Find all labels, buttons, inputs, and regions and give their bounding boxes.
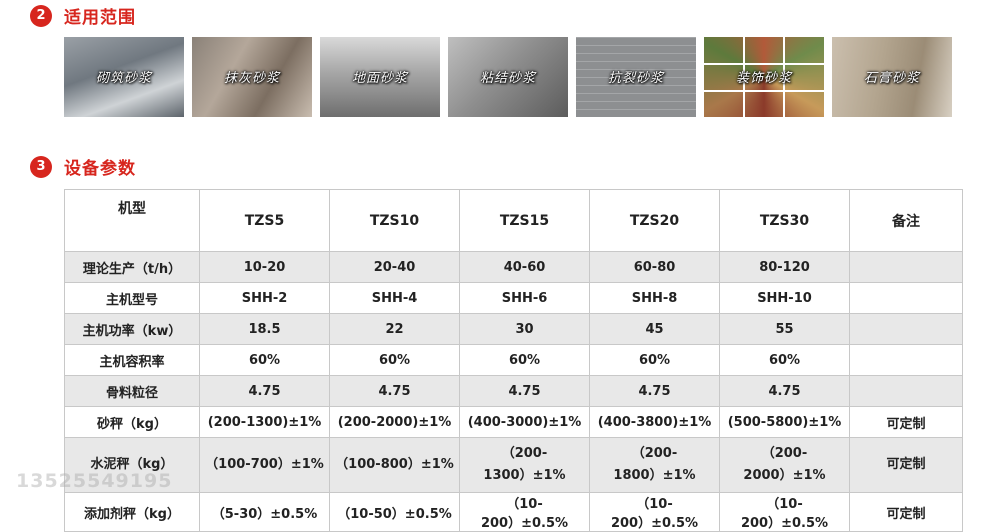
table-cell: SHH-10 — [719, 282, 850, 314]
table-cell: (400-3000)±1% — [459, 406, 590, 438]
table-cell: 主机型号 — [64, 282, 200, 314]
equipment-parameters-table: 机型 TZS5 TZS10 TZS15 TZS20 TZS30 备注 理论生产（… — [64, 189, 963, 532]
gallery-caption: 粘结砂浆 — [479, 71, 536, 86]
table-cell: （200- 1300）±1% — [459, 437, 590, 493]
table-cell: （200- 1800）±1% — [589, 437, 720, 493]
table-cell: 骨料粒径 — [64, 375, 200, 407]
table-cell: SHH-4 — [329, 282, 460, 314]
table-cell: （10-50）±0.5% — [329, 492, 460, 532]
table-cell: （200- 2000）±1% — [719, 437, 850, 493]
table-row: 理论生产（t/h） 10-20 20-40 40-60 60-80 80-120 — [64, 251, 963, 283]
table-cell: 60% — [589, 344, 720, 376]
table-cell: SHH-8 — [589, 282, 720, 314]
gallery-item-masonry-mortar[interactable]: 砌筑砂浆 — [64, 37, 184, 117]
table-cell: 60% — [459, 344, 590, 376]
table-row: 骨料粒径 4.75 4.75 4.75 4.75 4.75 — [64, 375, 963, 407]
table-cell: （10-200）±0.5% — [719, 492, 850, 532]
table-cell: (200-2000)±1% — [329, 406, 460, 438]
table-cell: 60-80 — [589, 251, 720, 283]
table-header-cell: 备注 — [849, 189, 963, 252]
table-cell: 10-20 — [199, 251, 330, 283]
table-cell: SHH-2 — [199, 282, 330, 314]
table-cell: 60% — [199, 344, 330, 376]
gallery-caption: 装饰砂浆 — [735, 71, 792, 86]
table-cell: （100-700）±1% — [199, 437, 330, 493]
table-cell: 40-60 — [459, 251, 590, 283]
gallery-caption: 抗裂砂浆 — [607, 71, 664, 86]
table-cell: 80-120 — [719, 251, 850, 283]
table-cell: 55 — [719, 313, 850, 345]
table-cell — [849, 282, 963, 314]
table-header-cell: TZS20 — [589, 189, 720, 252]
table-row: 主机型号 SHH-2 SHH-4 SHH-6 SHH-8 SHH-10 — [64, 282, 963, 314]
table-cell: （5-30）±0.5% — [199, 492, 330, 532]
table-cell: 4.75 — [589, 375, 720, 407]
table-cell: 30 — [459, 313, 590, 345]
table-cell: 18.5 — [199, 313, 330, 345]
table-header-cell: TZS30 — [719, 189, 850, 252]
table-cell: 60% — [719, 344, 850, 376]
table-row: 主机容积率 60% 60% 60% 60% 60% — [64, 344, 963, 376]
table-cell: 可定制 — [849, 406, 963, 438]
section-apply-heading: 2 适用范围 — [30, 3, 136, 28]
table-cell: 水泥秤（kg） — [64, 437, 200, 493]
gallery-caption: 石膏砂浆 — [863, 71, 920, 86]
table-cell — [849, 344, 963, 376]
table-cell: 22 — [329, 313, 460, 345]
table-cell: 4.75 — [459, 375, 590, 407]
table-cell: 20-40 — [329, 251, 460, 283]
table-cell: (200-1300)±1% — [199, 406, 330, 438]
table-cell: （10-200）±0.5% — [459, 492, 590, 532]
table-header-row: 机型 TZS5 TZS10 TZS15 TZS20 TZS30 备注 — [64, 189, 963, 252]
gallery-item-decorative-mortar[interactable]: 装饰砂浆 — [704, 37, 824, 117]
section-number-badge: 2 — [30, 4, 52, 27]
table-header-cell: TZS5 — [199, 189, 330, 252]
gallery-caption: 砌筑砂浆 — [95, 71, 152, 86]
table-cell: （100-800）±1% — [329, 437, 460, 493]
table-cell: 主机容积率 — [64, 344, 200, 376]
table-cell: （10-200）±0.5% — [589, 492, 720, 532]
table-cell: 4.75 — [199, 375, 330, 407]
table-cell: SHH-6 — [459, 282, 590, 314]
section-title: 设备参数 — [64, 159, 136, 179]
phone-watermark: 13525549195 — [16, 470, 173, 492]
section-title: 适用范围 — [64, 8, 136, 28]
table-cell — [849, 313, 963, 345]
gallery-item-plastering-mortar[interactable]: 抹灰砂浆 — [192, 37, 312, 117]
table-row: 水泥秤（kg） （100-700）±1% （100-800）±1% （200- 130… — [64, 437, 963, 493]
table-cell: 60% — [329, 344, 460, 376]
table-cell: 4.75 — [329, 375, 460, 407]
gallery-item-floor-mortar[interactable]: 地面砂浆 — [320, 37, 440, 117]
gallery-item-gypsum-mortar[interactable]: 石膏砂浆 — [832, 37, 952, 117]
gallery-caption: 地面砂浆 — [351, 71, 408, 86]
table-cell: 添加剂秤（kg） — [64, 492, 200, 532]
table-header-cell: TZS10 — [329, 189, 460, 252]
table-cell: (400-3800)±1% — [589, 406, 720, 438]
gallery-caption: 抹灰砂浆 — [223, 71, 280, 86]
table-header-cell: 机型 — [64, 189, 200, 252]
table-cell: 可定制 — [849, 437, 963, 493]
table-cell: 砂秤（kg） — [64, 406, 200, 438]
table-cell: 4.75 — [719, 375, 850, 407]
table-row: 砂秤（kg） (200-1300)±1% (200-2000)±1% (400-300… — [64, 406, 963, 438]
table-cell: 理论生产（t/h） — [64, 251, 200, 283]
section-params-heading: 3 设备参数 — [30, 154, 136, 179]
table-header-cell: TZS15 — [459, 189, 590, 252]
gallery-item-anticrack-mortar[interactable]: 抗裂砂浆 — [576, 37, 696, 117]
table-cell: 主机功率（kw） — [64, 313, 200, 345]
table-cell — [849, 375, 963, 407]
gallery-item-bonding-mortar[interactable]: 粘结砂浆 — [448, 37, 568, 117]
table-row: 主机功率（kw） 18.5 22 30 45 55 — [64, 313, 963, 345]
table-cell: 45 — [589, 313, 720, 345]
table-cell: (500-5800)±1% — [719, 406, 850, 438]
table-cell — [849, 251, 963, 283]
table-row: 添加剂秤（kg） （5-30）±0.5% （10-50）±0.5% （10-200）±… — [64, 492, 963, 532]
table-cell: 可定制 — [849, 492, 963, 532]
section-number-badge: 3 — [30, 155, 52, 178]
application-gallery: 砌筑砂浆 抹灰砂浆 地面砂浆 粘结砂浆 抗裂砂浆 装饰砂浆 石膏砂浆 — [64, 37, 952, 117]
